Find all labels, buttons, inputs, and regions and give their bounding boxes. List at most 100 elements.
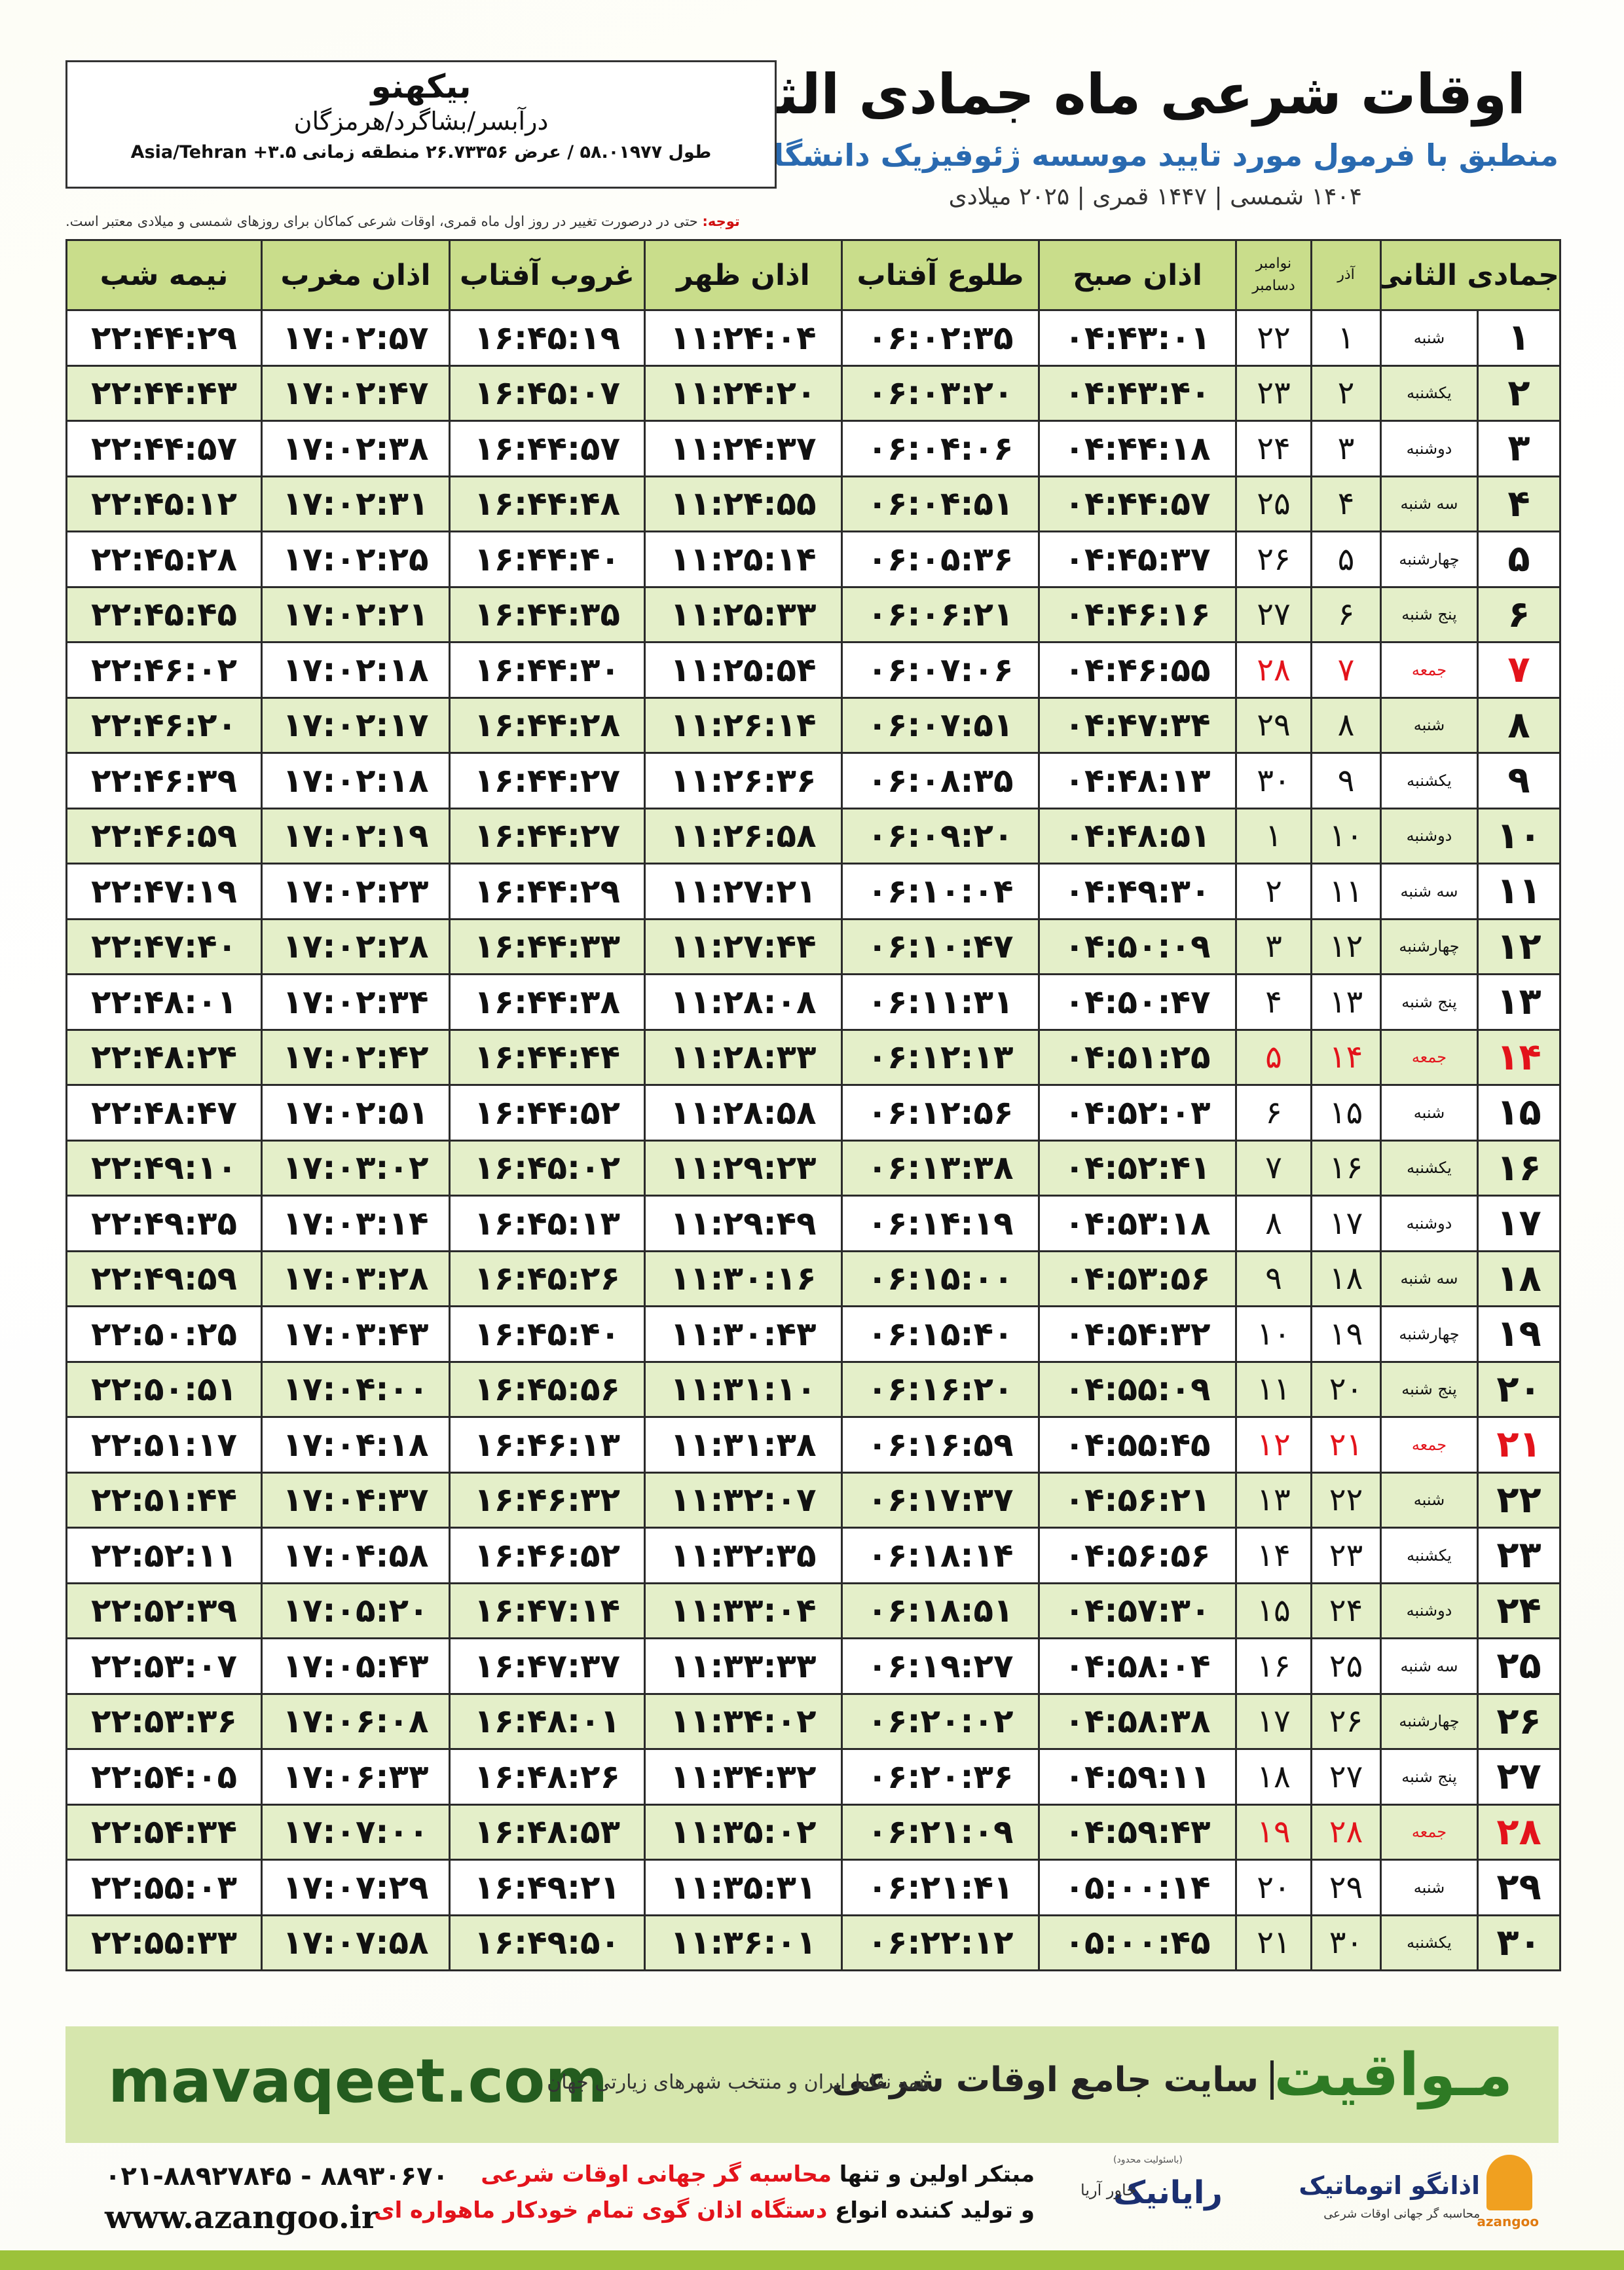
cell-greg: ۷ [1235,1139,1312,1197]
time-cell: ۱۱:۳۶:۰۱ [644,1914,843,1971]
cell-weekday: چهارشنبه [1379,1692,1479,1750]
cell-azar: ۹ [1310,752,1382,809]
time-cell: ۱۷:۰۲:۲۱ [261,586,451,643]
row: ۱۲ چهارشنبه ۱۲ ۳ ۰۴:۵۰:۰۹ ۰۶:۱۰:۴۷ ۱۱:۲۷:۴۴ ۱۶:… [65,918,1562,975]
cell-day: ۲۵ [1477,1637,1562,1695]
time-cell: ۱۶:۴۶:۵۲ [449,1527,646,1584]
time-cell: ۲۲:۴۴:۵۷ [65,420,263,477]
logo-khavar: خاور آریا [1080,2181,1137,2199]
cell-greg: ۲۷ [1235,586,1312,643]
time-cell: ۰۶:۱۸:۱۴ [841,1527,1040,1584]
time-cell: ۰۶:۱۲:۱۳ [841,1028,1040,1086]
row: ۱۷ دوشنبه ۱۷ ۸ ۰۴:۵۳:۱۸ ۰۶:۱۴:۱۹ ۱۱:۲۹:۴۹ ۱۶:۴۵… [65,1195,1562,1252]
cell-azar: ۲۰ [1310,1360,1382,1418]
location-box: بیکهنو درآبسر/بشاگرد/هرمزگان طول ۵۸.۰۱۹۷… [65,60,777,189]
cell-greg: ۳ [1235,918,1312,975]
time-cell: ۱۷:۰۷:۵۸ [261,1914,451,1971]
cell-azar: ۵ [1310,530,1382,588]
time-cell: ۱۷:۰۷:۲۹ [261,1859,451,1916]
row: ۲۹ شنبه ۲۹ ۲۰ ۰۵:۰۰:۱۴ ۰۶:۲۱:۴۱ ۱۱:۳۵:۳۱ ۱۶:۴۹:… [65,1859,1562,1916]
col-header: طلوع آفتاب [841,239,1040,311]
cell-weekday: دوشنبه [1379,1582,1479,1639]
time-cell: ۲۲:۵۰:۵۱ [65,1360,263,1418]
cell-azar: ۲۹ [1310,1859,1382,1916]
time-cell: ۱۱:۲۵:۵۴ [644,641,843,699]
table-body: ۱ شنبه ۱ ۲۲ ۰۴:۴۳:۰۱ ۰۶:۰۲:۳۵ ۱۱:۲۴:۰۴ ۱۶:۴۵:۱۹… [65,309,1562,1971]
time-cell: ۰۴:۵۲:۰۳ [1038,1084,1237,1142]
cell-greg: ۹ [1235,1250,1312,1307]
time-cell: ۲۲:۵۵:۳۳ [65,1914,263,1971]
cell-weekday: شنبه [1379,309,1479,367]
time-cell: ۱۶:۴۵:۴۰ [449,1305,646,1363]
time-cell: ۰۶:۲۰:۳۶ [841,1748,1040,1806]
time-cell: ۱۱:۲۸:۳۳ [644,1028,843,1086]
time-cell: ۱۱:۲۴:۵۵ [644,475,843,532]
cell-day: ۳۰ [1477,1914,1562,1971]
time-cell: ۰۶:۲۱:۴۱ [841,1859,1040,1916]
time-cell: ۰۴:۴۹:۳۰ [1038,863,1237,920]
time-cell: ۱۷:۰۲:۱۷ [261,696,451,754]
time-cell: ۱۱:۲۹:۴۹ [644,1195,843,1252]
cell-greg: ۱۴ [1235,1527,1312,1584]
time-cell: ۰۶:۲۱:۰۹ [841,1803,1040,1861]
cell-azar: ۳۰ [1310,1914,1382,1971]
row: ۱۰ دوشنبه ۱۰ ۱ ۰۴:۴۸:۵۱ ۰۶:۰۹:۲۰ ۱۱:۲۶:۵۸ ۱۶:۴۴… [65,807,1562,865]
time-cell: ۱۷:۰۲:۱۹ [261,807,451,865]
cell-day: ۲۹ [1477,1859,1562,1916]
time-cell: ۰۶:۰۵:۳۶ [841,530,1040,588]
years: ۱۴۰۴ شمسی | ۱۴۴۷ قمری | ۲۰۲۵ میلادی [948,183,1362,210]
time-cell: ۲۲:۵۲:۱۱ [65,1527,263,1584]
cell-azar: ۱۷ [1310,1195,1382,1252]
time-cell: ۱۶:۴۵:۲۶ [449,1250,646,1307]
time-cell: ۱۱:۳۴:۰۲ [644,1692,843,1750]
cell-azar: ۲۵ [1310,1637,1382,1695]
cell-weekday: پنج شنبه [1379,1360,1479,1418]
logo-sub: محاسبه گر جهانی اوقات شرعی [1323,2207,1480,2221]
time-cell: ۲۲:۴۸:۲۴ [65,1028,263,1086]
time-cell: ۱۱:۲۶:۱۴ [644,696,843,754]
row: ۱۸ سه شنبه ۱۸ ۹ ۰۴:۵۳:۵۶ ۰۶:۱۵:۰۰ ۱۱:۳۰:۱۶ ۱۶:۴… [65,1250,1562,1307]
cell-azar: ۲۸ [1310,1803,1382,1861]
time-cell: ۱۱:۳۳:۳۳ [644,1637,843,1695]
time-cell: ۰۶:۰۳:۲۰ [841,364,1040,422]
cell-azar: ۱۳ [1310,973,1382,1031]
time-cell: ۱۷:۰۳:۴۳ [261,1305,451,1363]
time-cell: ۱۶:۴۶:۱۳ [449,1416,646,1474]
cell-day: ۱۶ [1477,1139,1562,1197]
time-cell: ۱۷:۰۵:۲۰ [261,1582,451,1639]
cell-greg: ۴ [1235,973,1312,1031]
cell-day: ۲۴ [1477,1582,1562,1639]
time-cell: ۰۶:۰۶:۲۱ [841,586,1040,643]
logo-icon [1486,2155,1532,2210]
cell-greg: ۶ [1235,1084,1312,1142]
time-cell: ۱۷:۰۲:۴۲ [261,1028,451,1086]
header-row: جمادی الثانی آذر نوامبر دسامبر اذان صبح طل… [65,239,1562,311]
time-cell: ۱۱:۲۸:۵۸ [644,1084,843,1142]
cell-weekday: یکشنبه [1379,364,1479,422]
time-cell: ۲۲:۵۲:۳۹ [65,1582,263,1639]
cell-weekday: سه شنبه [1379,863,1479,920]
cell-azar: ۲۱ [1310,1416,1382,1474]
time-cell: ۱۱:۳۱:۳۸ [644,1416,843,1474]
col-header: اذان مغرب [261,239,451,311]
time-cell: ۱۷:۰۲:۴۷ [261,364,451,422]
cell-weekday: یکشنبه [1379,752,1479,809]
cell-weekday: یکشنبه [1379,1914,1479,1971]
time-cell: ۰۶:۱۴:۱۹ [841,1195,1040,1252]
time-cell: ۰۶:۱۳:۳۸ [841,1139,1040,1197]
col-header: نوامبر دسامبر [1235,239,1312,311]
time-cell: ۱۷:۰۴:۵۸ [261,1527,451,1584]
cell-day: ۲۳ [1477,1527,1562,1584]
row: ۲۲ شنبه ۲۲ ۱۳ ۰۴:۵۶:۲۱ ۰۶:۱۷:۳۷ ۱۱:۳۲:۰۷ ۱۶:۴۶:… [65,1471,1562,1529]
bottom-line [0,2250,1624,2270]
cell-greg: ۲۸ [1235,641,1312,699]
cell-azar: ۲۳ [1310,1527,1382,1584]
time-cell: ۱۶:۴۴:۳۵ [449,586,646,643]
time-cell: ۱۷:۰۲:۱۸ [261,752,451,809]
note-label: توجه: [702,214,740,229]
time-cell: ۲۲:۵۰:۲۵ [65,1305,263,1363]
cell-weekday: دوشنبه [1379,420,1479,477]
row: ۲۷ پنج شنبه ۲۷ ۱۸ ۰۴:۵۹:۱۱ ۰۶:۲۰:۳۶ ۱۱:۳۴:۳۲ ۱۶… [65,1748,1562,1806]
time-cell: ۱۱:۳۱:۱۰ [644,1360,843,1418]
cell-greg: ۲۵ [1235,475,1312,532]
